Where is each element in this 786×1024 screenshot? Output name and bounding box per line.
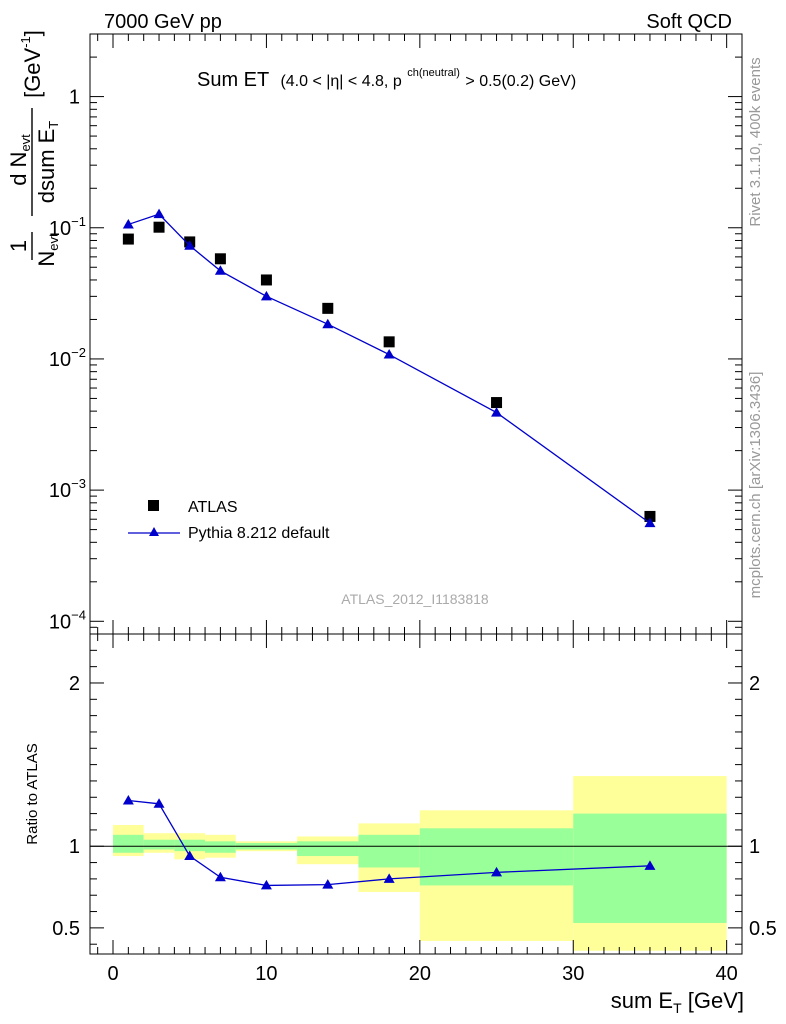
ratio-x-tick-label: 40 xyxy=(716,963,738,985)
ratio-x-tick-label: 30 xyxy=(562,963,584,985)
legend: ATLAS Pythia 8.212 default xyxy=(128,499,330,542)
ratio-pythia-point xyxy=(383,873,395,883)
ratio-pythia-point xyxy=(184,850,196,861)
main-plot-content xyxy=(122,208,656,528)
ratio-band-green xyxy=(358,834,420,868)
ratio-plot-content xyxy=(90,795,742,890)
ratio-x-tick-label: 10 xyxy=(255,963,277,985)
ratio-band-green xyxy=(113,834,144,853)
legend-atlas-marker xyxy=(148,500,159,511)
ratio-band-green xyxy=(297,841,359,857)
pythia-point xyxy=(122,218,134,229)
ratio-band-green xyxy=(143,839,175,850)
atlas-point xyxy=(322,302,334,314)
main-y-tick-label: 10−4 xyxy=(49,607,86,633)
atlas-point xyxy=(214,253,226,265)
ratio-axis-ticks xyxy=(90,634,743,954)
ratio-pythia-point xyxy=(153,798,165,808)
legend-atlas-label: ATLAS xyxy=(188,499,238,516)
ratio-pythia-point xyxy=(644,860,656,870)
ylabel-dsum: dsum ET xyxy=(34,121,61,204)
x-axis-label: sum ET [GeV] xyxy=(611,988,744,1016)
legend-pythia-marker xyxy=(149,527,159,536)
pythia-point xyxy=(214,265,226,275)
analysis-watermark: ATLAS_2012_I1183818 xyxy=(341,591,489,607)
main-y-tick-labels: 1 10−1 10−2 10−3 10−4 xyxy=(49,87,86,634)
legend-pythia-label: Pythia 8.212 default xyxy=(188,525,330,542)
ratio-band-green xyxy=(174,839,206,852)
ratio-y-axis-label: Ratio to ATLAS xyxy=(24,743,41,844)
ylabel-units: [GeV-1] xyxy=(18,30,45,98)
main-y-axis-label: 1 Nevt d Nevt dsum ET [GeV-1] xyxy=(6,30,61,267)
ratio-y-tick-label-right: 0.5 xyxy=(749,918,777,940)
main-frame xyxy=(89,33,743,635)
ylabel-n: Nevt xyxy=(34,233,61,267)
ratio-frame xyxy=(89,633,743,955)
mcplots-reference-label: mcplots.cern.ch [arXiv:1306.3436] xyxy=(747,372,764,599)
main-axis-ticks xyxy=(90,33,743,635)
atlas-point xyxy=(122,233,134,245)
ratio-pythia-point xyxy=(322,879,334,889)
atlas-point xyxy=(491,397,503,409)
ratio-y-tick-label-right: 2 xyxy=(749,673,760,695)
pythia-line xyxy=(128,213,651,524)
title-cuts-end: > 0.5(0.2) GeV) xyxy=(465,73,576,90)
rivet-version-label: Rivet 3.1.10, 400k events xyxy=(747,57,764,226)
ratio-band-green xyxy=(419,828,574,886)
header-right-label: Soft QCD xyxy=(646,11,732,33)
ratio-pythia-point xyxy=(491,866,503,877)
ratio-pythia-point xyxy=(214,871,226,882)
ratio-x-tick-label: 20 xyxy=(409,963,431,985)
pythia-point xyxy=(322,318,334,329)
main-panel: 1 10−1 10−2 10−3 10−4 Sum ET (4.0 < |η| < 4.… xyxy=(6,30,743,635)
atlas-point xyxy=(153,221,165,233)
ylabel-dn: d Nevt xyxy=(6,134,33,186)
ratio-y-tick-label: 1 xyxy=(69,836,80,858)
ylabel-prefix: 1 xyxy=(6,240,31,252)
pythia-point xyxy=(184,240,196,250)
atlas-point xyxy=(383,336,395,348)
ratio-uncertainty-bands xyxy=(113,776,727,951)
ratio-x-tick-labels: 0 10 20 30 40 xyxy=(107,963,737,985)
atlas-point xyxy=(260,274,272,286)
ratio-band-green xyxy=(205,841,236,853)
pythia-point xyxy=(644,517,656,528)
pythia-point xyxy=(153,208,165,219)
main-title: Sum ET (4.0 < |η| < 4.8, p ch(neutral) >… xyxy=(197,59,576,91)
title-name: Sum ET xyxy=(197,69,269,91)
header-left-label: 7000 GeV pp xyxy=(104,11,222,33)
title-cuts: (4.0 < |η| < 4.8, p xyxy=(280,73,401,90)
ratio-y-tick-label-right: 1 xyxy=(749,836,760,858)
main-y-tick-label: 1 xyxy=(69,87,80,109)
main-y-tick-label: 10−3 xyxy=(49,476,86,502)
ratio-panel: 2 2 1 1 0.5 0.5 0 10 20 30 40 Ratio to ATLAS sum … xyxy=(24,633,777,1016)
ratio-pythia-point xyxy=(122,795,134,805)
ratio-y-tick-label: 0.5 xyxy=(52,918,80,940)
ratio-y-tick-label: 2 xyxy=(69,673,80,695)
pythia-point xyxy=(383,349,395,359)
main-y-tick-label: 10−2 xyxy=(49,345,86,371)
atlas-point xyxy=(644,510,656,522)
ratio-x-tick-label: 0 xyxy=(107,963,118,985)
title-cuts-sup: ch(neutral) xyxy=(407,67,460,79)
pythia-point xyxy=(260,290,272,301)
ratio-pythia-point xyxy=(260,879,272,890)
ratio-y-tick-labels: 2 2 1 1 0.5 0.5 xyxy=(52,673,777,940)
pythia-point xyxy=(491,407,503,417)
main-y-tick-label: 10−1 xyxy=(49,214,86,240)
